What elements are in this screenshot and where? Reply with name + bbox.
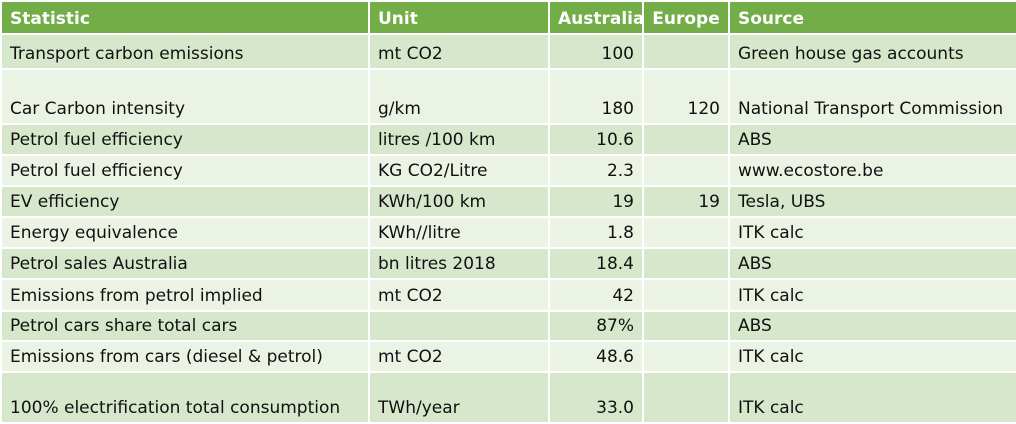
header-row: Statistic Unit Australia Europe Source [0, 0, 1016, 35]
table-cell: 48.6 [548, 340, 644, 373]
table-cell [642, 278, 730, 312]
table-body: Transport carbon emissions mt CO2 100 Green… [0, 33, 1016, 424]
table-header: Statistic Unit Australia Europe Source [0, 0, 1016, 35]
table-cell: 2.3 [548, 154, 644, 187]
table-cell: Energy equivalence [0, 216, 370, 249]
table-row: 100% electrification total consumption TW… [0, 371, 1016, 424]
table-cell: 19 [642, 185, 730, 218]
table-cell: KWh/100 km [368, 185, 550, 218]
table-cell: ITK calc [728, 278, 1016, 312]
header-cell: Australia [548, 0, 644, 35]
table-cell: ITK calc [728, 371, 1016, 424]
table-cell: ITK calc [728, 340, 1016, 373]
table-cell: 19 [548, 185, 644, 218]
table-row: EV efficiency KWh/100 km 19 19 Tesla, UBS [0, 185, 1016, 218]
table-cell: 18.4 [548, 247, 644, 280]
table-cell: Emissions from petrol implied [0, 278, 370, 312]
table-cell: bn litres 2018 [368, 247, 550, 280]
table-cell: Transport carbon emissions [0, 33, 370, 70]
table-cell: mt CO2 [368, 33, 550, 70]
table-cell [642, 340, 730, 373]
header-cell: Statistic [0, 0, 370, 35]
table-cell: 180 [548, 68, 644, 125]
table-cell: TWh/year [368, 371, 550, 424]
table-cell: 120 [642, 68, 730, 125]
table-cell: ITK calc [728, 216, 1016, 249]
table-cell: EV efficiency [0, 185, 370, 218]
table-cell: Tesla, UBS [728, 185, 1016, 218]
table-cell: Petrol sales Australia [0, 247, 370, 280]
table-cell: 100 [548, 33, 644, 70]
table-cell: 100% electrification total consumption [0, 371, 370, 424]
table-row: Emissions from cars (diesel & petrol) mt … [0, 340, 1016, 373]
table-cell [642, 310, 730, 342]
header-cell: Europe [642, 0, 730, 35]
table-cell [368, 310, 550, 342]
table-row: Energy equivalence KWh//litre 1.8 ITK calc [0, 216, 1016, 249]
table-cell: www.ecostore.be [728, 154, 1016, 187]
table-cell [642, 371, 730, 424]
table-cell: 10.6 [548, 123, 644, 156]
table-cell: Emissions from cars (diesel & petrol) [0, 340, 370, 373]
table-cell [642, 33, 730, 70]
header-cell: Unit [368, 0, 550, 35]
table-row: Petrol fuel efficiency KG CO2/Litre 2.3 www… [0, 154, 1016, 187]
table-cell: Petrol cars share total cars [0, 310, 370, 342]
table-row: Transport carbon emissions mt CO2 100 Green… [0, 33, 1016, 70]
table-row: Emissions from petrol implied mt CO2 42 ITK… [0, 278, 1016, 312]
table-cell: Petrol fuel efficiency [0, 123, 370, 156]
table-cell: ABS [728, 247, 1016, 280]
table-cell: Car Carbon intensity [0, 68, 370, 125]
table-cell [642, 123, 730, 156]
table-cell: Green house gas accounts [728, 33, 1016, 70]
table-row: Petrol sales Australia bn litres 2018 18.4… [0, 247, 1016, 280]
table-cell: 33.0 [548, 371, 644, 424]
table-cell: Petrol fuel efficiency [0, 154, 370, 187]
table-row: Petrol cars share total cars 87% ABS [0, 310, 1016, 342]
table-cell: mt CO2 [368, 340, 550, 373]
table-cell [642, 216, 730, 249]
table-cell: 42 [548, 278, 644, 312]
table-row: Petrol fuel efficiency litres /100 km 10.6… [0, 123, 1016, 156]
table-cell: KG CO2/Litre [368, 154, 550, 187]
table-row: Car Carbon intensity g/km 180 120 National T… [0, 68, 1016, 125]
header-cell: Source [728, 0, 1016, 35]
table-cell: 1.8 [548, 216, 644, 249]
table-cell: mt CO2 [368, 278, 550, 312]
table-cell: g/km [368, 68, 550, 125]
table-cell [642, 154, 730, 187]
table-cell: ABS [728, 123, 1016, 156]
table-cell [642, 247, 730, 280]
table-cell: litres /100 km [368, 123, 550, 156]
table-cell: ABS [728, 310, 1016, 342]
table-cell: 87% [548, 310, 644, 342]
table-cell: KWh//litre [368, 216, 550, 249]
table-cell: National Transport Commission [728, 68, 1016, 125]
